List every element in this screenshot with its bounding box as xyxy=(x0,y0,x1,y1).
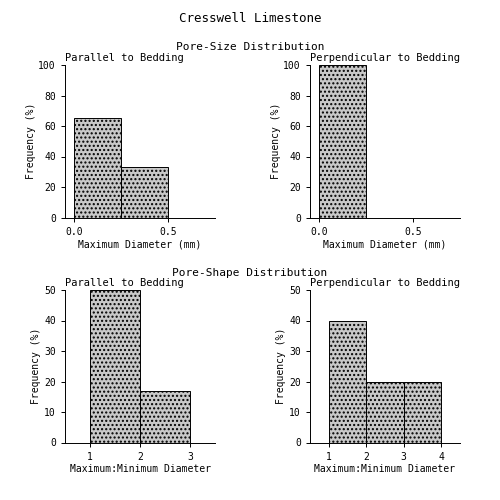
X-axis label: Maximum Diameter (mm): Maximum Diameter (mm) xyxy=(324,240,446,250)
Y-axis label: Frequency (%): Frequency (%) xyxy=(26,103,36,180)
Bar xyxy=(140,390,190,442)
Text: Parallel to Bedding: Parallel to Bedding xyxy=(65,53,184,63)
Text: Parallel to Bedding: Parallel to Bedding xyxy=(65,278,184,288)
Bar xyxy=(366,382,404,442)
Text: Pore-Shape Distribution: Pore-Shape Distribution xyxy=(172,268,328,278)
Bar xyxy=(90,290,140,442)
Text: Cresswell Limestone: Cresswell Limestone xyxy=(179,12,321,26)
X-axis label: Maximum Diameter (mm): Maximum Diameter (mm) xyxy=(78,240,202,250)
Bar xyxy=(320,65,366,218)
Bar xyxy=(74,118,121,218)
Bar xyxy=(404,382,441,442)
Y-axis label: Frequency (%): Frequency (%) xyxy=(270,103,280,180)
Bar xyxy=(329,320,366,442)
Y-axis label: Frequency (%): Frequency (%) xyxy=(276,328,286,404)
Y-axis label: Frequency (%): Frequency (%) xyxy=(32,328,42,404)
X-axis label: Maximum:Minimum Diameter: Maximum:Minimum Diameter xyxy=(70,464,210,474)
X-axis label: Maximum:Minimum Diameter: Maximum:Minimum Diameter xyxy=(314,464,456,474)
Text: Perpendicular to Bedding: Perpendicular to Bedding xyxy=(310,53,460,63)
Text: Perpendicular to Bedding: Perpendicular to Bedding xyxy=(310,278,460,288)
Bar xyxy=(121,167,168,218)
Text: Pore-Size Distribution: Pore-Size Distribution xyxy=(176,42,324,52)
